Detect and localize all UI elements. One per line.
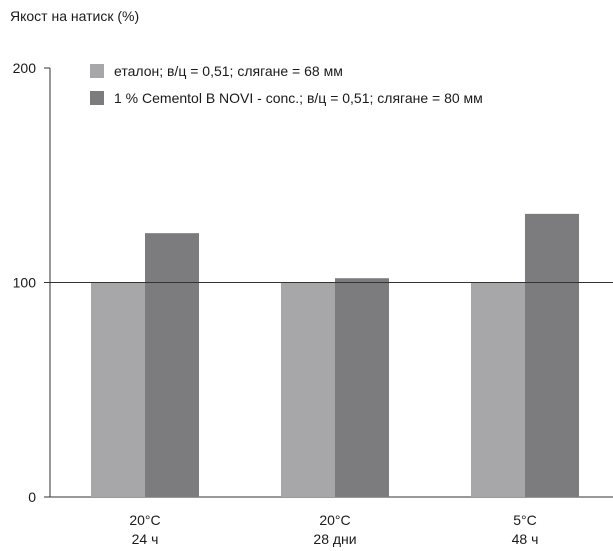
- y-tick-label: 200: [13, 60, 37, 76]
- y-axis-label: Якост на натиск (%): [10, 8, 139, 24]
- legend-swatch: [90, 91, 104, 105]
- y-tick-label: 0: [28, 489, 36, 505]
- legend-label: еталон; в/ц = 0,51; слягане = 68 мм: [114, 63, 343, 79]
- x-tick-label: 48 ч: [512, 531, 539, 547]
- x-tick-label: 20°C: [129, 512, 160, 528]
- bar: [281, 282, 335, 497]
- x-tick-label: 20°C: [319, 512, 350, 528]
- x-tick-label: 5°C: [513, 512, 537, 528]
- legend-label: 1 % Cementol B NOVI - conc.; в/ц = 0,51;…: [114, 90, 483, 106]
- bar: [91, 282, 145, 497]
- bar: [145, 233, 199, 498]
- x-tick-label: 28 дни: [313, 531, 356, 547]
- plot-area: 0 100 200 20°C 24 ч 20°C 28 дни 5°C 48 ч еталон; …: [13, 60, 613, 547]
- x-tick-label: 24 ч: [132, 531, 159, 547]
- y-tick-label: 100: [13, 275, 37, 291]
- bar: [471, 282, 525, 497]
- legend-swatch: [90, 64, 104, 78]
- bar: [335, 278, 389, 497]
- bar: [525, 213, 579, 498]
